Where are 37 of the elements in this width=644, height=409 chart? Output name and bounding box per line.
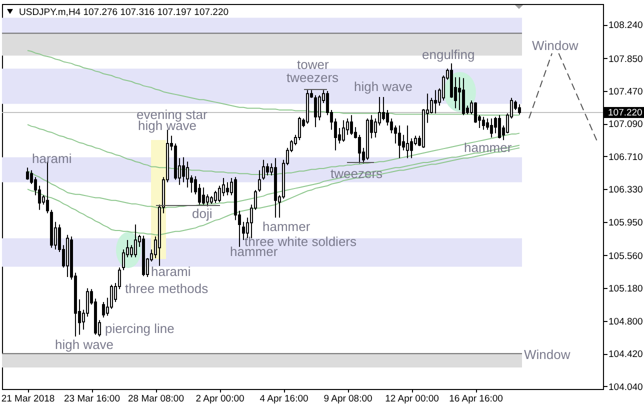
text: Window [524,347,571,362]
x-tick-label: 21 Mar 2018 [1,394,55,404]
y-tick-label: 104.040 [608,382,643,393]
y-tick-label: 107.090 [608,119,643,130]
chart-title: USDJPY.m,H4 107.276 107.316 107.197 107.220 [19,7,229,18]
annotation: engulfing [422,47,475,62]
annotation: tower [297,57,330,72]
annotation: piercing line [105,321,174,336]
x-tick-label: 12 Apr 00:00 [385,394,439,404]
annotation: harami [151,264,191,279]
x-tick-label: 28 Mar 08:00 [128,394,184,404]
y-tick-label: 104.800 [608,316,643,328]
annotation: tweezers [286,70,340,85]
y-tick-label: 105.560 [608,251,643,262]
y-tick-label: 107.470 [608,86,643,98]
y-tick-label: 104.420 [608,349,643,360]
x-tick-label: 2 Apr 00:00 [196,394,244,404]
annotation: three white soldiers [244,234,357,249]
annotation: doji [192,206,212,221]
annotation: hammer [262,219,311,234]
x-tick-label: 23 Mar 16:00 [64,394,120,404]
annotation: harami [32,151,72,166]
annotation: high wave [354,79,413,94]
x-tick-label: 4 Apr 16:00 [260,394,308,404]
text: Window [532,38,579,53]
x-tick-label: 16 Apr 16:00 [449,394,503,404]
annotation: high wave [55,337,114,352]
x-tick-label: 9 Apr 08:00 [324,394,372,404]
y-tick-label: 106.710 [608,152,643,163]
y-tick-label: 108.240 [608,20,643,32]
ref-line-label: 107.220 [608,108,642,119]
y-tick-label: 107.850 [608,54,643,65]
annotation: three methods [125,281,209,296]
y-tick-label: 105.180 [608,284,643,295]
y-tick-label: 105.950 [608,217,643,228]
annotation: hammer [464,140,512,155]
y-tick-label: 106.330 [608,184,643,196]
